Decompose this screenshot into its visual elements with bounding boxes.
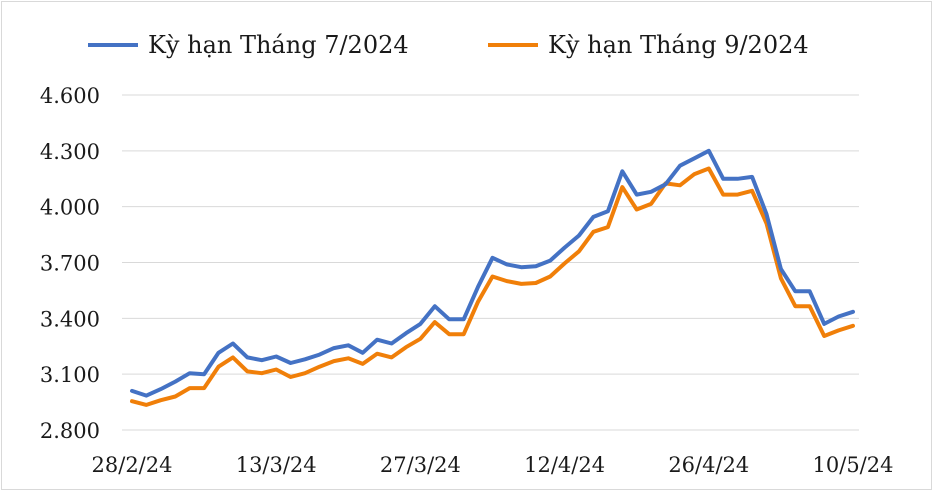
y-tick-label: 3.100: [40, 363, 100, 387]
x-tick-label: 13/3/24: [236, 453, 317, 477]
x-tick-label: 27/3/24: [380, 453, 461, 477]
y-tick-label: 4.600: [40, 84, 100, 108]
y-tick-label: 4.300: [40, 140, 100, 164]
legend-label-series-2: Kỳ hạn Tháng 9/2024: [548, 31, 809, 59]
x-tick-label: 10/5/24: [813, 453, 894, 477]
legend: Kỳ hạn Tháng 7/2024 Kỳ hạn Tháng 9/2024: [88, 31, 809, 59]
x-tick-label: 12/4/24: [524, 453, 605, 477]
y-tick-label: 3.400: [40, 307, 100, 331]
x-axis: 28/2/24 13/3/24 27/3/24 12/4/24 26/4/24 10/5/…: [92, 453, 894, 477]
legend-label-series-1: Kỳ hạn Tháng 7/2024: [148, 31, 409, 59]
x-tick-label: 26/4/24: [668, 453, 749, 477]
x-tick-label: 28/2/24: [92, 453, 173, 477]
series-line-1: [130, 148, 855, 398]
y-tick-label: 4.000: [40, 196, 100, 220]
plot-area: [130, 148, 855, 407]
y-tick-label: 2.800: [40, 419, 100, 443]
series-line-2: [130, 166, 855, 407]
y-tick-label: 3.700: [40, 252, 100, 276]
y-axis: 2.800 3.100 3.400 3.700 4.000 4.300 4.600: [40, 84, 100, 443]
